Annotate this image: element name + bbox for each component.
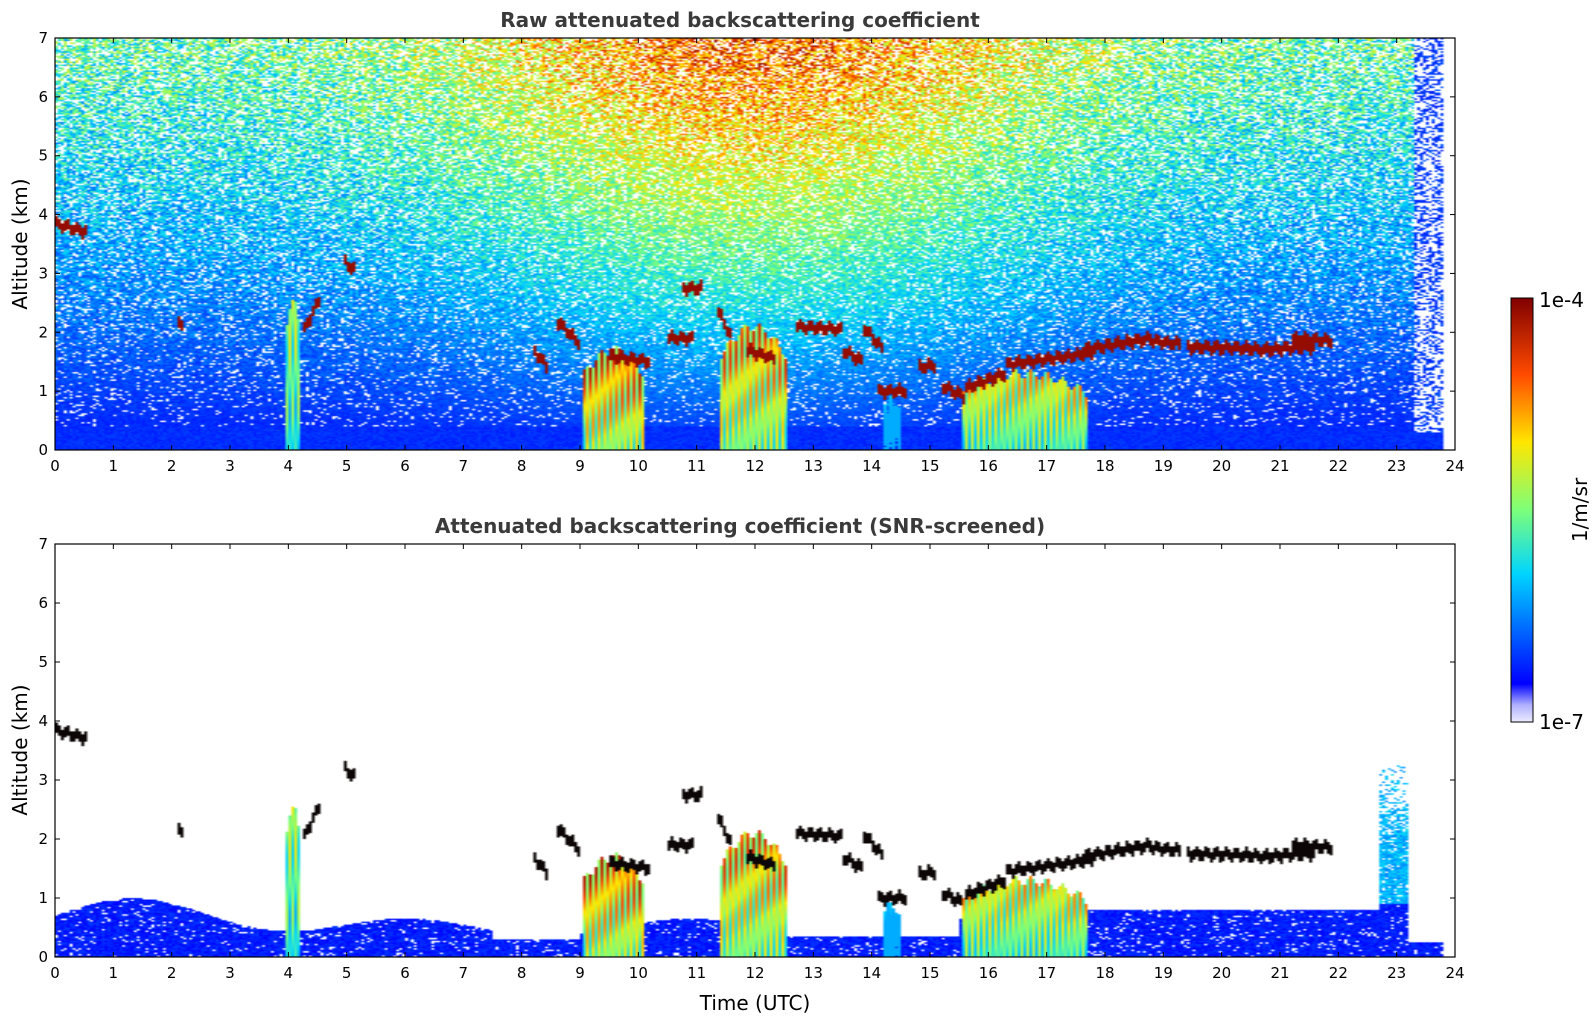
x-tick-label: 4 [284,964,294,982]
y-axis-ticks: 0 1 2 3 4 5 6 7 [38,29,1455,459]
x-tick-label: 7 [459,457,469,475]
x-tick-label: 16 [979,457,998,475]
y-tick-label: 4 [38,206,48,224]
x-tick-label: 14 [862,457,881,475]
x-tick-label: 6 [400,457,410,475]
y-tick-label: 3 [38,771,48,789]
y-tick-label: 0 [38,441,48,459]
x-tick-label: 3 [225,964,235,982]
x-tick-label: 21 [1270,964,1289,982]
x-tick-label: 19 [1154,964,1173,982]
colorbar-min-label: 1e-7 [1539,710,1584,734]
x-tick-label: 13 [804,457,823,475]
x-tick-label: 2 [167,457,177,475]
x-tick-label: 4 [284,457,294,475]
x-tick-label: 15 [920,457,939,475]
y-axis-label: Altitude (km) [8,684,32,815]
x-tick-label: 22 [1329,457,1348,475]
x-tick-label: 12 [745,964,764,982]
x-tick-label: 24 [1445,964,1464,982]
y-tick-label: 7 [38,29,48,47]
x-tick-label: 2 [167,964,177,982]
x-tick-label: 24 [1445,457,1464,475]
y-tick-label: 6 [38,88,48,106]
x-tick-label: 23 [1387,457,1406,475]
x-tick-label: 0 [50,964,60,982]
y-tick-label: 5 [38,653,48,671]
x-tick-label: 0 [50,457,60,475]
colorbar-gradient [1510,297,1534,723]
raw-backscatter-panel: Raw attenuated backscattering coefficien… [8,8,1465,475]
x-tick-label: 11 [687,964,706,982]
y-axis-label: Altitude (km) [8,178,32,309]
x-tick-label: 17 [1037,964,1056,982]
y-tick-label: 7 [38,535,48,553]
x-tick-label: 13 [804,964,823,982]
x-tick-label: 6 [400,964,410,982]
x-tick-label: 12 [745,457,764,475]
colorbar-max-label: 1e-4 [1539,288,1584,312]
x-axis-ticks: 0 1 2 3 4 5 6 7 8 9 10 11 12 13 14 15 16 17 18 19 20 21 22 23 24 [50,38,1465,475]
x-tick-label: 3 [225,457,235,475]
x-tick-label: 5 [342,964,352,982]
x-tick-label: 9 [575,964,585,982]
x-tick-label: 11 [687,457,706,475]
x-tick-label: 8 [517,457,527,475]
x-tick-label: 20 [1212,457,1231,475]
y-tick-label: 1 [38,382,48,400]
x-tick-label: 23 [1387,964,1406,982]
x-tick-label: 14 [862,964,881,982]
screened-backscatter-heatmap [55,544,1455,957]
x-tick-label: 1 [109,457,119,475]
y-tick-label: 2 [38,830,48,848]
x-axis-ticks: 0 1 2 3 4 5 6 7 8 9 10 11 12 13 14 15 16 17 18 19 20 21 22 23 24 [50,544,1465,982]
y-axis-ticks: 0 1 2 3 4 5 6 7 [38,535,1455,966]
x-tick-label: 10 [629,457,648,475]
chart-title: Attenuated backscattering coefficient (S… [435,514,1045,538]
x-tick-label: 19 [1154,457,1173,475]
x-tick-label: 7 [459,964,469,982]
x-tick-label: 22 [1329,964,1348,982]
y-tick-label: 0 [38,948,48,966]
x-tick-label: 18 [1095,457,1114,475]
chart-title: Raw attenuated backscattering coefficien… [500,8,980,32]
x-axis-label: Time (UTC) [699,991,811,1015]
colorbar-unit-label: 1/m/sr [1568,477,1592,542]
x-tick-label: 8 [517,964,527,982]
y-tick-label: 3 [38,264,48,282]
y-tick-label: 2 [38,323,48,341]
x-tick-label: 20 [1212,964,1231,982]
x-tick-label: 1 [109,964,119,982]
screened-backscatter-panel: Attenuated backscattering coefficient (S… [8,514,1465,1015]
x-tick-label: 18 [1095,964,1114,982]
x-tick-label: 5 [342,457,352,475]
x-tick-label: 9 [575,457,585,475]
raw-backscatter-heatmap [55,38,1455,450]
y-tick-label: 4 [38,712,48,730]
y-tick-label: 5 [38,147,48,165]
x-tick-label: 15 [920,964,939,982]
x-tick-label: 21 [1270,457,1289,475]
x-tick-label: 17 [1037,457,1056,475]
y-tick-label: 6 [38,594,48,612]
x-tick-label: 16 [979,964,998,982]
x-tick-label: 10 [629,964,648,982]
y-tick-label: 1 [38,889,48,907]
colorbar: 1e-4 1e-7 1/m/sr [1510,288,1592,734]
